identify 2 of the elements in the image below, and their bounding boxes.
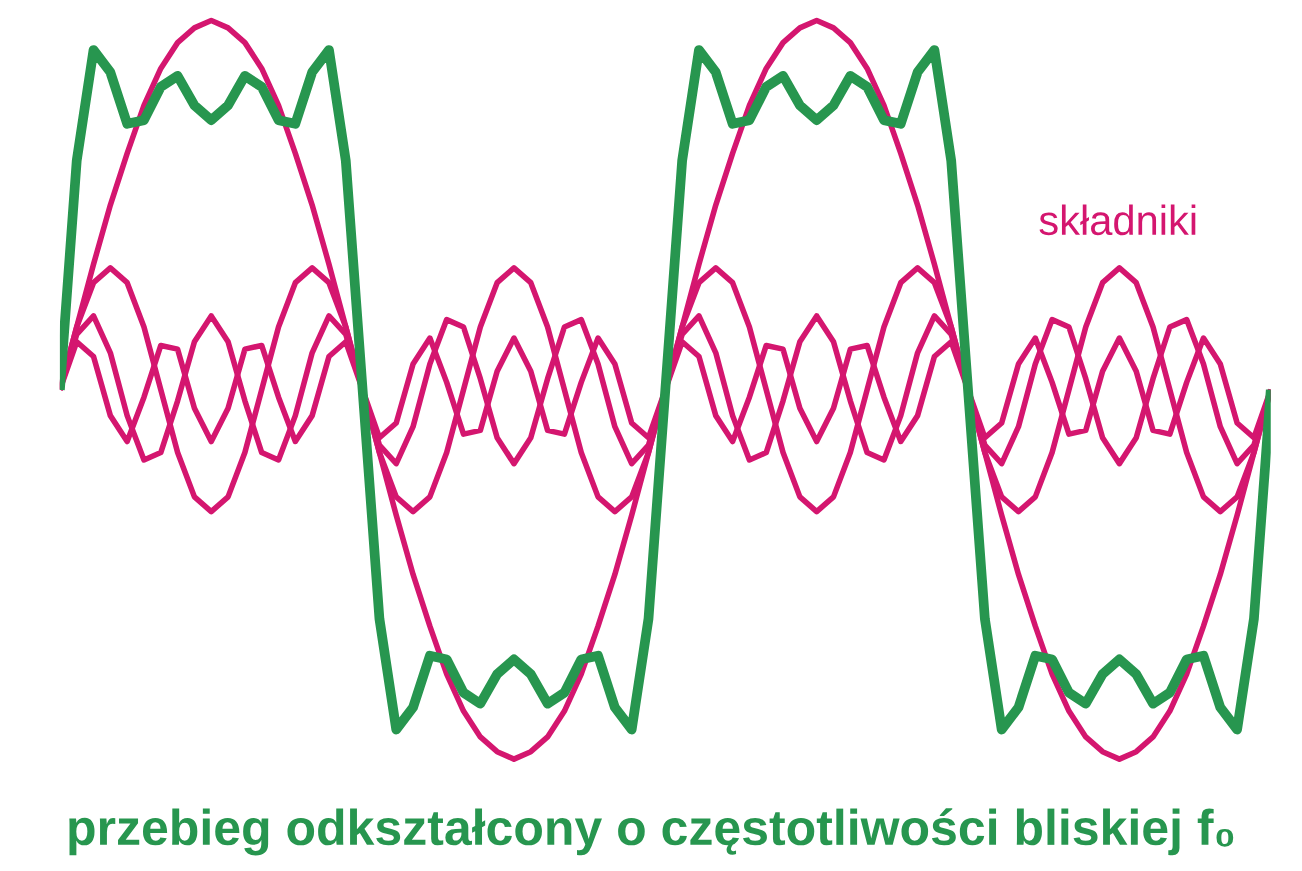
- series-label: przebieg odkształcony o częstotliwości bliskiej f₀: [69, 808, 1234, 856]
- text: składniki: [1039, 204, 1196, 236]
